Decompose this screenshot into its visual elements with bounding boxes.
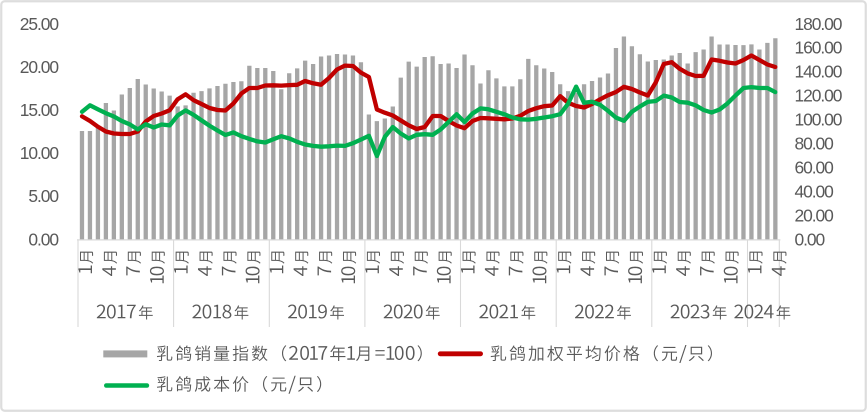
svg-text:0.00: 0.00 xyxy=(795,229,825,249)
svg-text:15.00: 15.00 xyxy=(20,100,59,120)
svg-text:180.00: 180.00 xyxy=(795,14,842,34)
svg-text:5.00: 5.00 xyxy=(28,186,58,206)
svg-text:10.00: 10.00 xyxy=(20,143,59,163)
svg-text:20.00: 20.00 xyxy=(795,205,834,225)
svg-text:60.00: 60.00 xyxy=(795,158,834,178)
svg-text:25.00: 25.00 xyxy=(20,14,59,34)
svg-text:0.00: 0.00 xyxy=(28,229,58,249)
svg-text:140.00: 140.00 xyxy=(795,62,842,82)
svg-text:160.00: 160.00 xyxy=(795,38,842,58)
svg-text:20.00: 20.00 xyxy=(20,57,59,77)
svg-text:100.00: 100.00 xyxy=(795,110,842,130)
svg-text:40.00: 40.00 xyxy=(795,181,834,201)
svg-text:80.00: 80.00 xyxy=(795,134,834,154)
svg-text:120.00: 120.00 xyxy=(795,86,842,106)
